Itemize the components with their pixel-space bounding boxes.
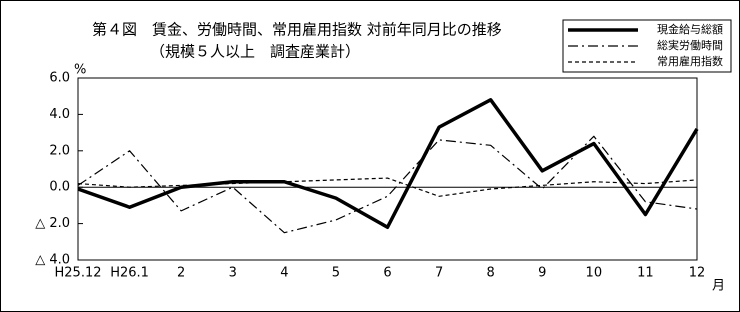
y-tick-label: 2.0	[49, 143, 70, 158]
x-tick-label: 8	[487, 266, 495, 281]
legend-label: 常用雇用指数	[657, 54, 723, 68]
plot-frame	[77, 77, 698, 261]
x-tick-label: 9	[538, 266, 546, 281]
x-tick-label: H25.12	[55, 266, 102, 281]
y-tick-label: 6.0	[49, 71, 70, 86]
x-tick-label: 10	[586, 266, 603, 281]
y-tick-label: 0.0	[49, 180, 70, 195]
chart-title: 第４図 賃金、労働時間、常用雇用指数 対前年同月比の推移	[92, 21, 502, 39]
x-axis-label: 月	[712, 279, 725, 294]
y-tick-label: △ 2.0	[35, 216, 70, 231]
series-line	[77, 98, 699, 229]
x-tick-label: 12	[689, 266, 706, 281]
chart-subtitle: （規模５人以上 調査産業計）	[150, 43, 360, 61]
x-tick-label: H26.1	[110, 266, 149, 281]
y-tick-label: 4.0	[49, 107, 70, 122]
legend-label: 総実労働時間	[657, 38, 723, 52]
series-line	[77, 135, 698, 234]
y-tick-label: △ 4.0	[35, 253, 70, 268]
x-tick-label: 3	[229, 266, 237, 281]
series-line	[77, 177, 698, 197]
x-tick-label: 7	[435, 266, 443, 281]
x-tick-label: 6	[383, 266, 391, 281]
x-tick-label: 2	[177, 266, 185, 281]
x-tick-label: 4	[280, 266, 288, 281]
x-tick-label: 11	[637, 266, 654, 281]
x-tick-label: 5	[332, 266, 340, 281]
legend-label: 現金給与総額	[657, 22, 723, 36]
y-axis-label: %	[74, 63, 86, 78]
